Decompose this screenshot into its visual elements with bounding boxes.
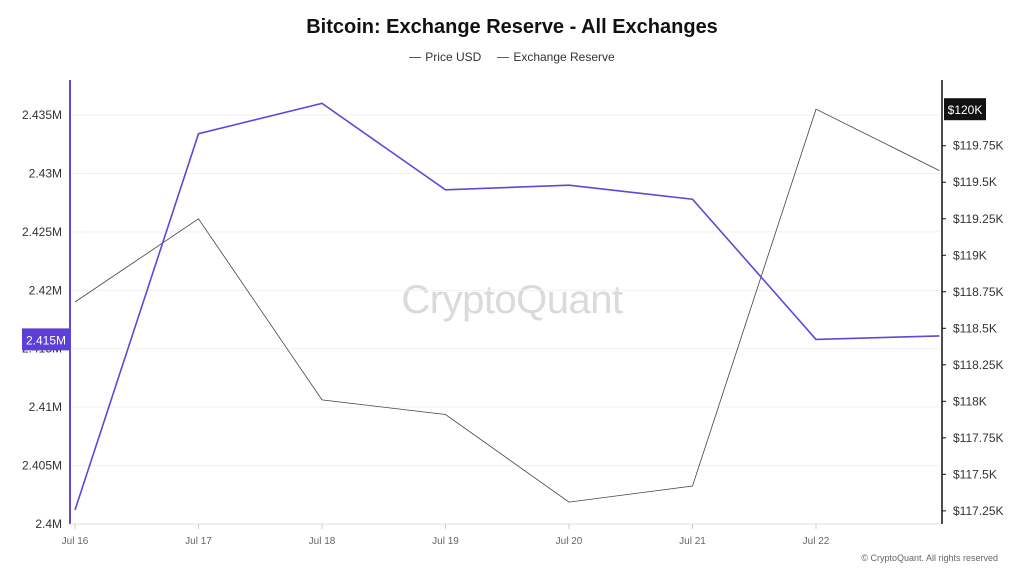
x-tick-label: Jul 16 (62, 536, 89, 547)
legend-label-price: Price USD (425, 50, 482, 64)
right-value-badge (944, 98, 986, 121)
y-right-tick-label: $119.75K (953, 139, 1004, 153)
y-right-tick-label: $117.5K (953, 467, 997, 481)
y-left-tick-label: 2.42M (29, 283, 62, 297)
y-left-tick-label: 2.405M (22, 459, 62, 473)
series-line-price-usd (74, 108, 940, 503)
legend-item-price[interactable]: Price USD (409, 50, 481, 64)
y-right-tick-label: $117.25K (953, 504, 1004, 518)
watermark: CryptoQuant (401, 278, 623, 322)
y-right-tick-label: $117.75K (953, 431, 1004, 445)
y-right-tick-label: $118.5K (953, 321, 997, 335)
copyright-notice: © CryptoQuant. All rights reserved (861, 553, 998, 563)
left-value-badge-label: 2.415M (26, 333, 66, 347)
x-tick-label: Jul 19 (432, 536, 459, 547)
left-value-badge (22, 328, 70, 351)
x-tick-label: Jul 17 (185, 536, 212, 547)
legend-swatch-reserve (497, 56, 510, 58)
chart-legend: Price USD Exchange Reserve (0, 50, 1024, 64)
y-right-tick-label: $119.25K (953, 212, 1004, 226)
x-tick-label: Jul 18 (309, 536, 336, 547)
series-line-exchange-reserve (74, 102, 940, 511)
y-left-tick-label: 2.4M (35, 517, 62, 531)
x-tick-label: Jul 20 (556, 536, 583, 547)
chart-title: Bitcoin: Exchange Reserve - All Exchange… (306, 16, 718, 38)
y-left-tick-label: 2.425M (22, 225, 62, 239)
y-right-tick-label: $119.5K (953, 175, 997, 189)
y-right-tick-label: $118.25K (953, 358, 1004, 372)
y-right-tick-label: $119K (953, 248, 987, 262)
x-tick-label: Jul 21 (679, 536, 706, 547)
y-right-tick-label: $118.75K (953, 285, 1004, 299)
right-value-badge-label: $120K (948, 103, 983, 117)
y-left-tick-label: 2.41M (29, 400, 62, 414)
y-right-tick-label: $118K (953, 394, 987, 408)
y-left-tick-label: 2.435M (22, 108, 62, 122)
x-tick-label: Jul 22 (803, 536, 830, 547)
legend-swatch-price (409, 56, 422, 58)
legend-label-reserve: Exchange Reserve (513, 50, 615, 64)
legend-item-reserve[interactable]: Exchange Reserve (497, 50, 615, 64)
y-left-tick-label: 2.43M (29, 166, 62, 180)
